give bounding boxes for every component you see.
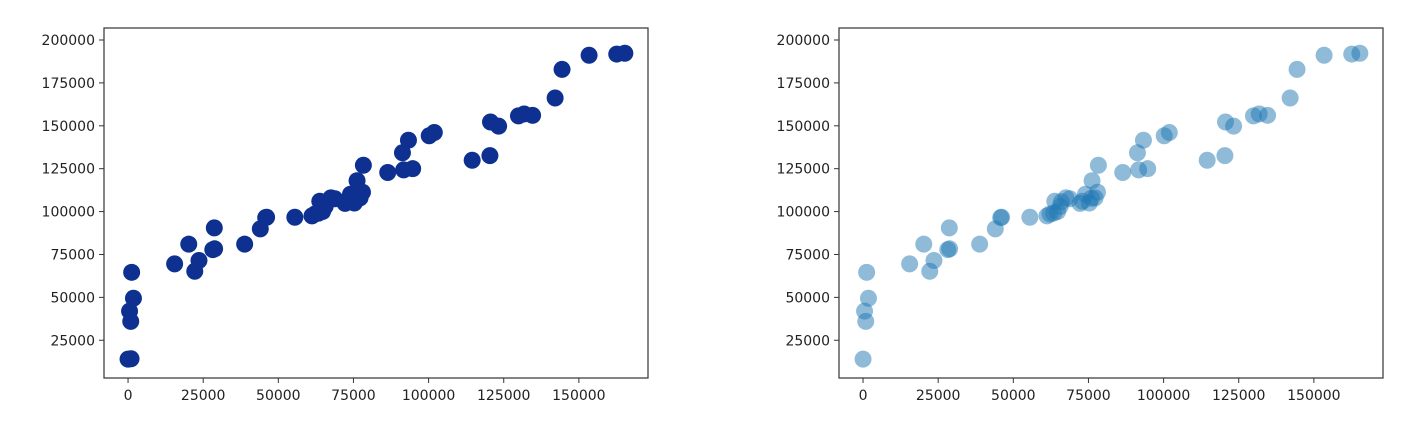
scatter-point bbox=[915, 235, 933, 253]
y-tick-label: 175000 bbox=[42, 76, 95, 92]
y-tick-label: 75000 bbox=[50, 247, 95, 263]
scatter-point bbox=[524, 106, 542, 124]
scatter-point bbox=[379, 163, 397, 181]
scatter-point bbox=[1088, 183, 1106, 201]
scatter-point bbox=[901, 255, 919, 273]
scatter-chart-left: 0 25000 50000 75000 100000 125000 150000 25000 5… bbox=[42, 27, 649, 404]
scatter-point bbox=[205, 219, 223, 237]
scatter-point bbox=[353, 183, 371, 201]
scatter-point bbox=[1315, 46, 1333, 64]
scatter-point bbox=[258, 208, 276, 226]
y-tick-label: 25000 bbox=[50, 333, 95, 349]
scatter-chart-right: 0 25000 50000 75000 100000 125000 150000 25000 5… bbox=[777, 27, 1384, 404]
plot-frame bbox=[838, 27, 1384, 379]
x-tick-label: 125000 bbox=[477, 388, 530, 404]
y-tick-label: 100000 bbox=[42, 205, 95, 221]
plot-frame bbox=[103, 27, 649, 379]
x-tick-label: 100000 bbox=[1137, 388, 1190, 404]
scatter-point bbox=[122, 350, 140, 368]
scatter-point bbox=[854, 350, 872, 368]
scatter-point bbox=[286, 208, 304, 226]
y-tick-label: 25000 bbox=[785, 333, 830, 349]
scatter-point bbox=[481, 147, 499, 165]
scatter-point bbox=[1089, 156, 1107, 174]
scatter-point bbox=[1351, 44, 1369, 62]
x-tick-label: 150000 bbox=[552, 388, 605, 404]
scatter-point bbox=[354, 156, 372, 174]
x-tick-label: 50000 bbox=[991, 388, 1036, 404]
scatter-point bbox=[206, 240, 224, 258]
scatter-point bbox=[1021, 208, 1039, 226]
scatter-point bbox=[404, 160, 422, 178]
x-tick-label: 25000 bbox=[916, 388, 961, 404]
scatter-point bbox=[553, 60, 571, 78]
y-tick-label: 75000 bbox=[785, 247, 830, 263]
y-tick-label: 200000 bbox=[42, 33, 95, 49]
scatter-point bbox=[993, 208, 1011, 226]
scatter-point bbox=[546, 89, 564, 107]
scatter-point bbox=[1216, 147, 1234, 165]
scatter-point bbox=[858, 263, 876, 281]
y-tick-label: 200000 bbox=[777, 33, 830, 49]
scatter-point bbox=[190, 251, 208, 269]
y-tick-label: 50000 bbox=[785, 290, 830, 306]
scatter-point bbox=[941, 240, 959, 258]
y-tick-label: 150000 bbox=[42, 119, 95, 135]
x-tick-label: 0 bbox=[124, 388, 133, 404]
x-tick-label: 75000 bbox=[1066, 388, 1111, 404]
scatter-point bbox=[425, 123, 443, 141]
scatter-point bbox=[925, 251, 943, 269]
scatter-point bbox=[1160, 123, 1178, 141]
scatter-point bbox=[1139, 160, 1157, 178]
x-tick-label: 100000 bbox=[402, 388, 455, 404]
y-tick-label: 175000 bbox=[777, 76, 830, 92]
scatter-point bbox=[180, 235, 198, 253]
scatter-point bbox=[971, 235, 989, 253]
x-tick-label: 0 bbox=[859, 388, 868, 404]
scatter-point bbox=[399, 131, 417, 149]
scatter-point bbox=[1288, 60, 1306, 78]
scatter-point bbox=[123, 263, 141, 281]
scatter-point bbox=[859, 289, 877, 307]
scatter-point bbox=[940, 219, 958, 237]
scatter-point bbox=[166, 255, 184, 273]
scatter-point bbox=[580, 46, 598, 64]
scatter-point bbox=[616, 44, 634, 62]
y-tick-label: 50000 bbox=[50, 290, 95, 306]
scatter-point bbox=[1225, 117, 1243, 135]
scatter-point bbox=[124, 289, 142, 307]
x-tick-label: 125000 bbox=[1212, 388, 1265, 404]
scatter-point bbox=[1114, 163, 1132, 181]
scatter-point bbox=[1259, 106, 1277, 124]
scatter-point bbox=[463, 151, 481, 169]
y-tick-label: 125000 bbox=[777, 162, 830, 178]
scatter-point bbox=[490, 117, 508, 135]
scatter-point bbox=[1134, 131, 1152, 149]
y-tick-label: 100000 bbox=[777, 205, 830, 221]
y-tick-label: 150000 bbox=[777, 119, 830, 135]
x-tick-label: 25000 bbox=[181, 388, 226, 404]
x-tick-label: 50000 bbox=[256, 388, 301, 404]
x-tick-label: 75000 bbox=[331, 388, 376, 404]
scatter-point bbox=[236, 235, 254, 253]
scatter-point bbox=[1198, 151, 1216, 169]
scatter-point bbox=[1281, 89, 1299, 107]
scatter-point bbox=[122, 312, 140, 330]
scatter-point bbox=[857, 312, 875, 330]
y-tick-label: 125000 bbox=[42, 162, 95, 178]
x-tick-label: 150000 bbox=[1287, 388, 1340, 404]
